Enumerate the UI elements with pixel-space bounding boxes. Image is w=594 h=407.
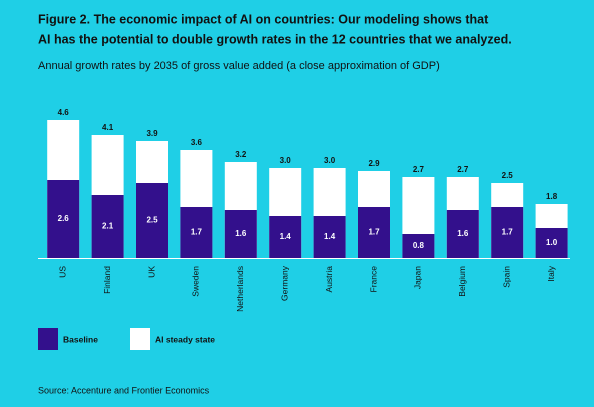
value-label: 1.7 [368, 228, 380, 237]
bar [91, 195, 124, 258]
bar [180, 207, 213, 258]
bar [269, 216, 302, 258]
x-tick-label: Germany [279, 265, 289, 301]
value-label: 3.9 [146, 129, 158, 138]
value-label: 1.4 [280, 232, 292, 241]
value-label: 2.1 [102, 222, 114, 231]
value-label: 3.0 [280, 156, 292, 165]
bar [47, 180, 80, 258]
x-tick-label: Belgium [457, 266, 467, 297]
bar [224, 210, 257, 258]
value-label: 1.8 [546, 192, 558, 201]
legend-label: Baseline [63, 334, 98, 344]
bar [313, 216, 346, 258]
value-label: 1.6 [457, 229, 469, 238]
value-label: 1.6 [235, 229, 247, 238]
value-label: 2.5 [146, 216, 158, 225]
source: Source: Accenture and Frontier Economics [38, 385, 210, 395]
bar [358, 207, 390, 258]
bar [446, 210, 479, 258]
bar [402, 234, 435, 258]
value-label: 1.7 [191, 228, 203, 237]
x-tick-label: Sweden [191, 266, 201, 297]
chart-title: AI has the potential to double growth ra… [38, 32, 512, 46]
bar [136, 183, 168, 258]
value-label: 3.0 [324, 156, 336, 165]
value-label: 0.8 [413, 241, 425, 250]
value-label: 3.2 [235, 150, 247, 159]
value-label: 1.4 [324, 232, 336, 241]
chart-subtitle: Annual growth rates by 2035 of gross val… [38, 60, 440, 72]
value-label: 1.7 [502, 228, 514, 237]
x-tick-label: Spain [501, 266, 511, 288]
x-tick-label: Finland [102, 266, 112, 294]
legend-swatch [130, 328, 150, 350]
bar [491, 207, 524, 258]
bar [535, 228, 568, 258]
x-tick-label: France [368, 266, 378, 293]
x-tick-label: UK [146, 266, 156, 278]
chart-title: Figure 2. The economic impact of AI on c… [38, 12, 489, 26]
x-tick-label: Italy [546, 265, 556, 281]
x-tick-label: Austria [324, 266, 334, 293]
legend-swatch [38, 328, 58, 350]
value-label: 2.7 [413, 165, 425, 174]
value-label: 4.6 [58, 108, 70, 117]
legend-label: AI steady state [155, 334, 215, 344]
value-label: 1.0 [546, 238, 558, 247]
x-tick-label: Netherlands [235, 266, 245, 312]
value-label: 2.9 [368, 159, 380, 168]
x-tick-label: Japan [413, 266, 423, 289]
value-label: 2.6 [58, 214, 70, 223]
value-label: 2.7 [457, 165, 469, 174]
x-tick-label: US [57, 266, 67, 278]
value-label: 2.5 [502, 171, 514, 180]
value-label: 3.6 [191, 138, 203, 147]
value-label: 4.1 [102, 123, 114, 132]
